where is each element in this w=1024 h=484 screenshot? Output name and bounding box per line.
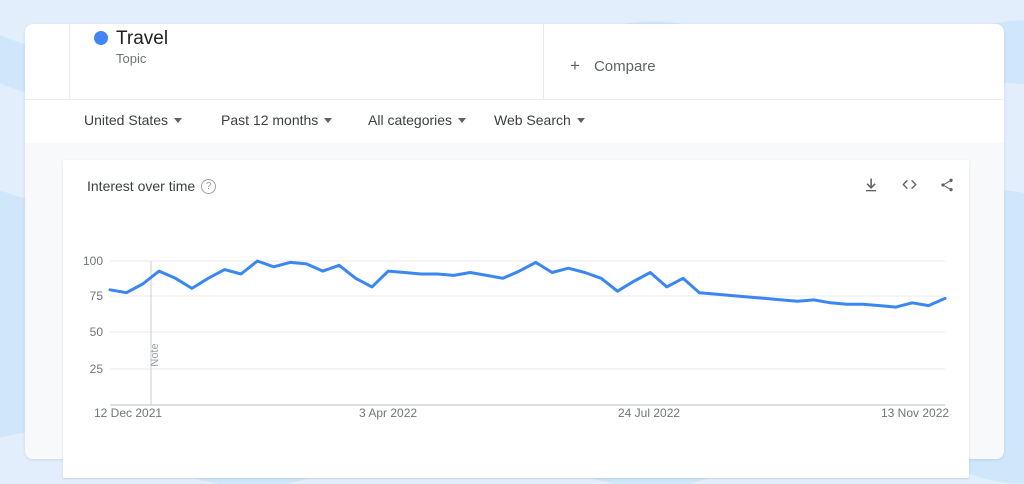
svg-text:50: 50 — [90, 325, 104, 339]
svg-text:13 Nov 2022: 13 Nov 2022 — [881, 406, 949, 420]
svg-text:100: 100 — [83, 254, 103, 268]
svg-text:24 Jul 2022: 24 Jul 2022 — [618, 406, 680, 420]
svg-text:3 Apr 2022: 3 Apr 2022 — [359, 406, 417, 420]
svg-text:75: 75 — [90, 289, 104, 303]
svg-text:Note: Note — [149, 343, 161, 366]
svg-text:12 Dec 2021: 12 Dec 2021 — [94, 406, 162, 420]
svg-text:25: 25 — [90, 362, 104, 376]
